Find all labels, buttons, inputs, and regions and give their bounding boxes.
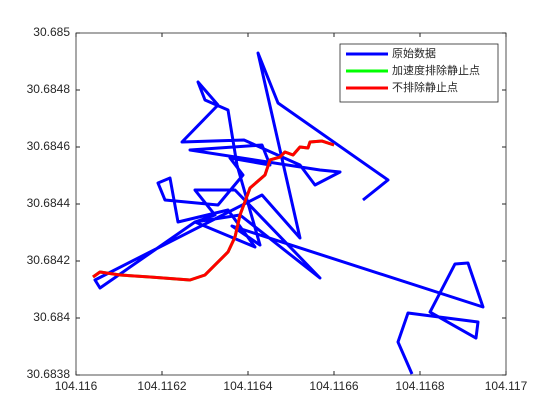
x-tick-label: 104.1164 <box>223 379 272 393</box>
data-line <box>92 139 335 282</box>
y-tick-label: 30.684 <box>33 310 70 324</box>
x-tick-label: 104.1166 <box>309 379 358 393</box>
y-tick-label: 30.6846 <box>27 139 71 153</box>
axes-box <box>75 32 507 376</box>
y-tick-label: 30.6844 <box>27 196 71 210</box>
x-tick-label: 104.1162 <box>137 379 186 393</box>
x-tick-label: 104.117 <box>485 379 528 393</box>
y-tick-label: 30.6848 <box>27 82 71 96</box>
x-tick-label: 104.1168 <box>395 379 444 393</box>
y-tick-label: 30.6838 <box>27 367 71 381</box>
data-line <box>93 51 485 375</box>
legend-label: 加速度排除静止点 <box>392 63 480 77</box>
y-tick-label: 30.685 <box>33 25 70 39</box>
legend-label: 不排除静止点 <box>392 80 458 94</box>
y-tick-label: 30.6842 <box>27 253 71 267</box>
x-tick-label: 104.116 <box>55 379 98 393</box>
legend-label: 原始数据 <box>392 46 436 60</box>
